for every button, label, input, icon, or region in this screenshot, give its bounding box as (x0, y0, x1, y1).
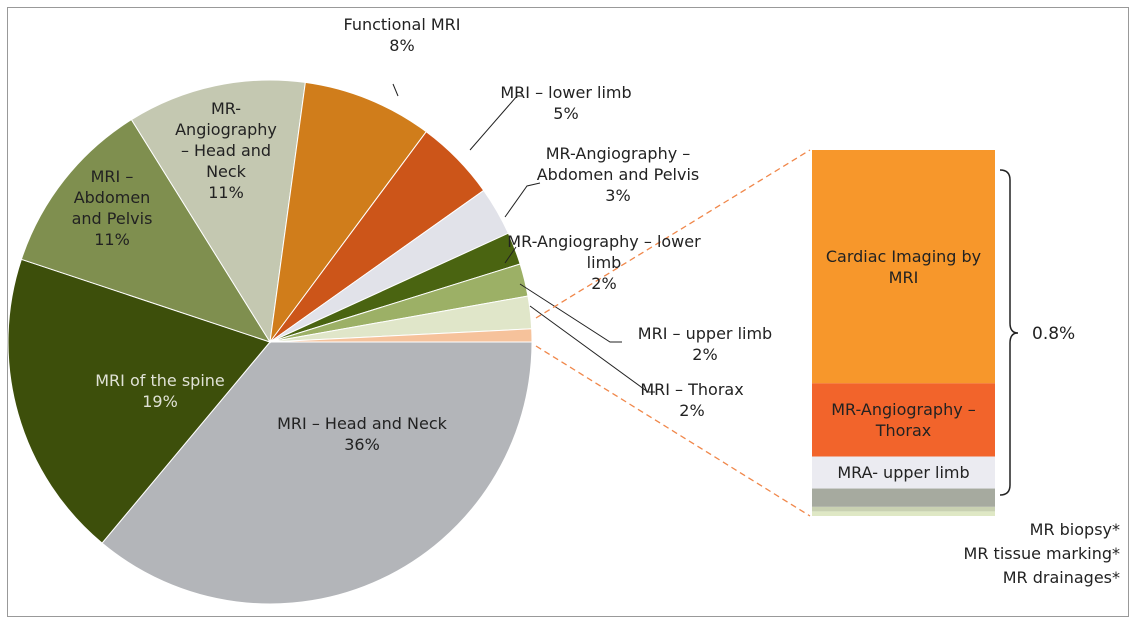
slice-percent: 19% (142, 392, 178, 411)
pie-slice (20, 118, 272, 343)
leader-line (469, 95, 522, 151)
slice-label: MR-Angiography – Head and Neck 11% (171, 98, 281, 203)
bracket (999, 169, 1019, 496)
slice-label: Functional MRI 8% (302, 14, 502, 56)
bar-segment (812, 506, 995, 512)
slice-name: MR-Angiography – Head and Neck (175, 99, 277, 181)
slice-name: MRI of the spine (95, 371, 225, 390)
slice-name: MRI – upper limb (637, 324, 773, 343)
pie-slice (7, 258, 271, 544)
bar-segment (812, 383, 995, 457)
total-label: 0.8% (1032, 324, 1075, 344)
slice-percent: 8% (389, 36, 415, 55)
connector (535, 345, 811, 517)
slice-percent: 2% (692, 345, 718, 364)
slice-percent: 11% (94, 230, 130, 249)
slice-name: MRI – Thorax (640, 380, 744, 399)
slice-label: MRI – Head and Neck 36% (247, 413, 477, 455)
bar-segment (812, 456, 995, 489)
slice-percent: 2% (679, 401, 705, 420)
slice-name: MR-Angiography – Abdomen and Pelvis (536, 144, 700, 184)
pie-slice (269, 328, 533, 343)
bar-segment (812, 511, 995, 516)
slice-label: MRI – Abdomen and Pelvis 11% (57, 166, 167, 250)
bar-label: MRA- upper limb (837, 463, 970, 483)
slice-percent: 11% (208, 183, 244, 202)
slice-name: MRI – Abdomen and Pelvis (71, 167, 153, 228)
leader-line (529, 305, 655, 393)
pie-slice (269, 81, 427, 343)
slice-label: MRI of the spine 19% (65, 370, 255, 412)
leader-line (504, 182, 541, 218)
slice-percent: 36% (344, 435, 380, 454)
slice-name: MR-Angiography – lower limb (507, 232, 701, 272)
bar-segment (812, 150, 995, 384)
bar-label: Cardiac Imaging by MRI (825, 246, 982, 287)
slice-label: MRI – Thorax 2% (592, 379, 792, 421)
slice-name: MRI – Head and Neck (277, 414, 447, 433)
leader-line (504, 246, 517, 264)
slice-label: MR-Angiography – Abdomen and Pelvis 3% (508, 143, 728, 206)
bar-segment (812, 488, 995, 507)
pie-slice (130, 79, 306, 344)
bar-label: MR biopsy* (1029, 520, 1120, 539)
slice-percent: 2% (591, 274, 617, 293)
slice-label: MR-Angiography – lower limb 2% (504, 231, 704, 294)
pie-slice (101, 341, 533, 605)
slice-label: MRI – lower limb 5% (466, 82, 666, 124)
bar-label: MR tissue marking* (963, 544, 1120, 563)
slice-label: MRI – upper limb 2% (605, 323, 805, 365)
slice-name: MRI – lower limb (500, 83, 632, 102)
connector (535, 149, 811, 319)
slice-name: Functional MRI (343, 15, 461, 34)
slice-percent: 3% (605, 186, 631, 205)
slice-percent: 5% (553, 104, 579, 123)
leader-line (519, 283, 622, 343)
leader-line (392, 83, 399, 97)
frame (7, 7, 1129, 617)
bar-label: MR drainages* (1002, 568, 1120, 587)
bar-label: MR-Angiography – Thorax (831, 399, 976, 440)
